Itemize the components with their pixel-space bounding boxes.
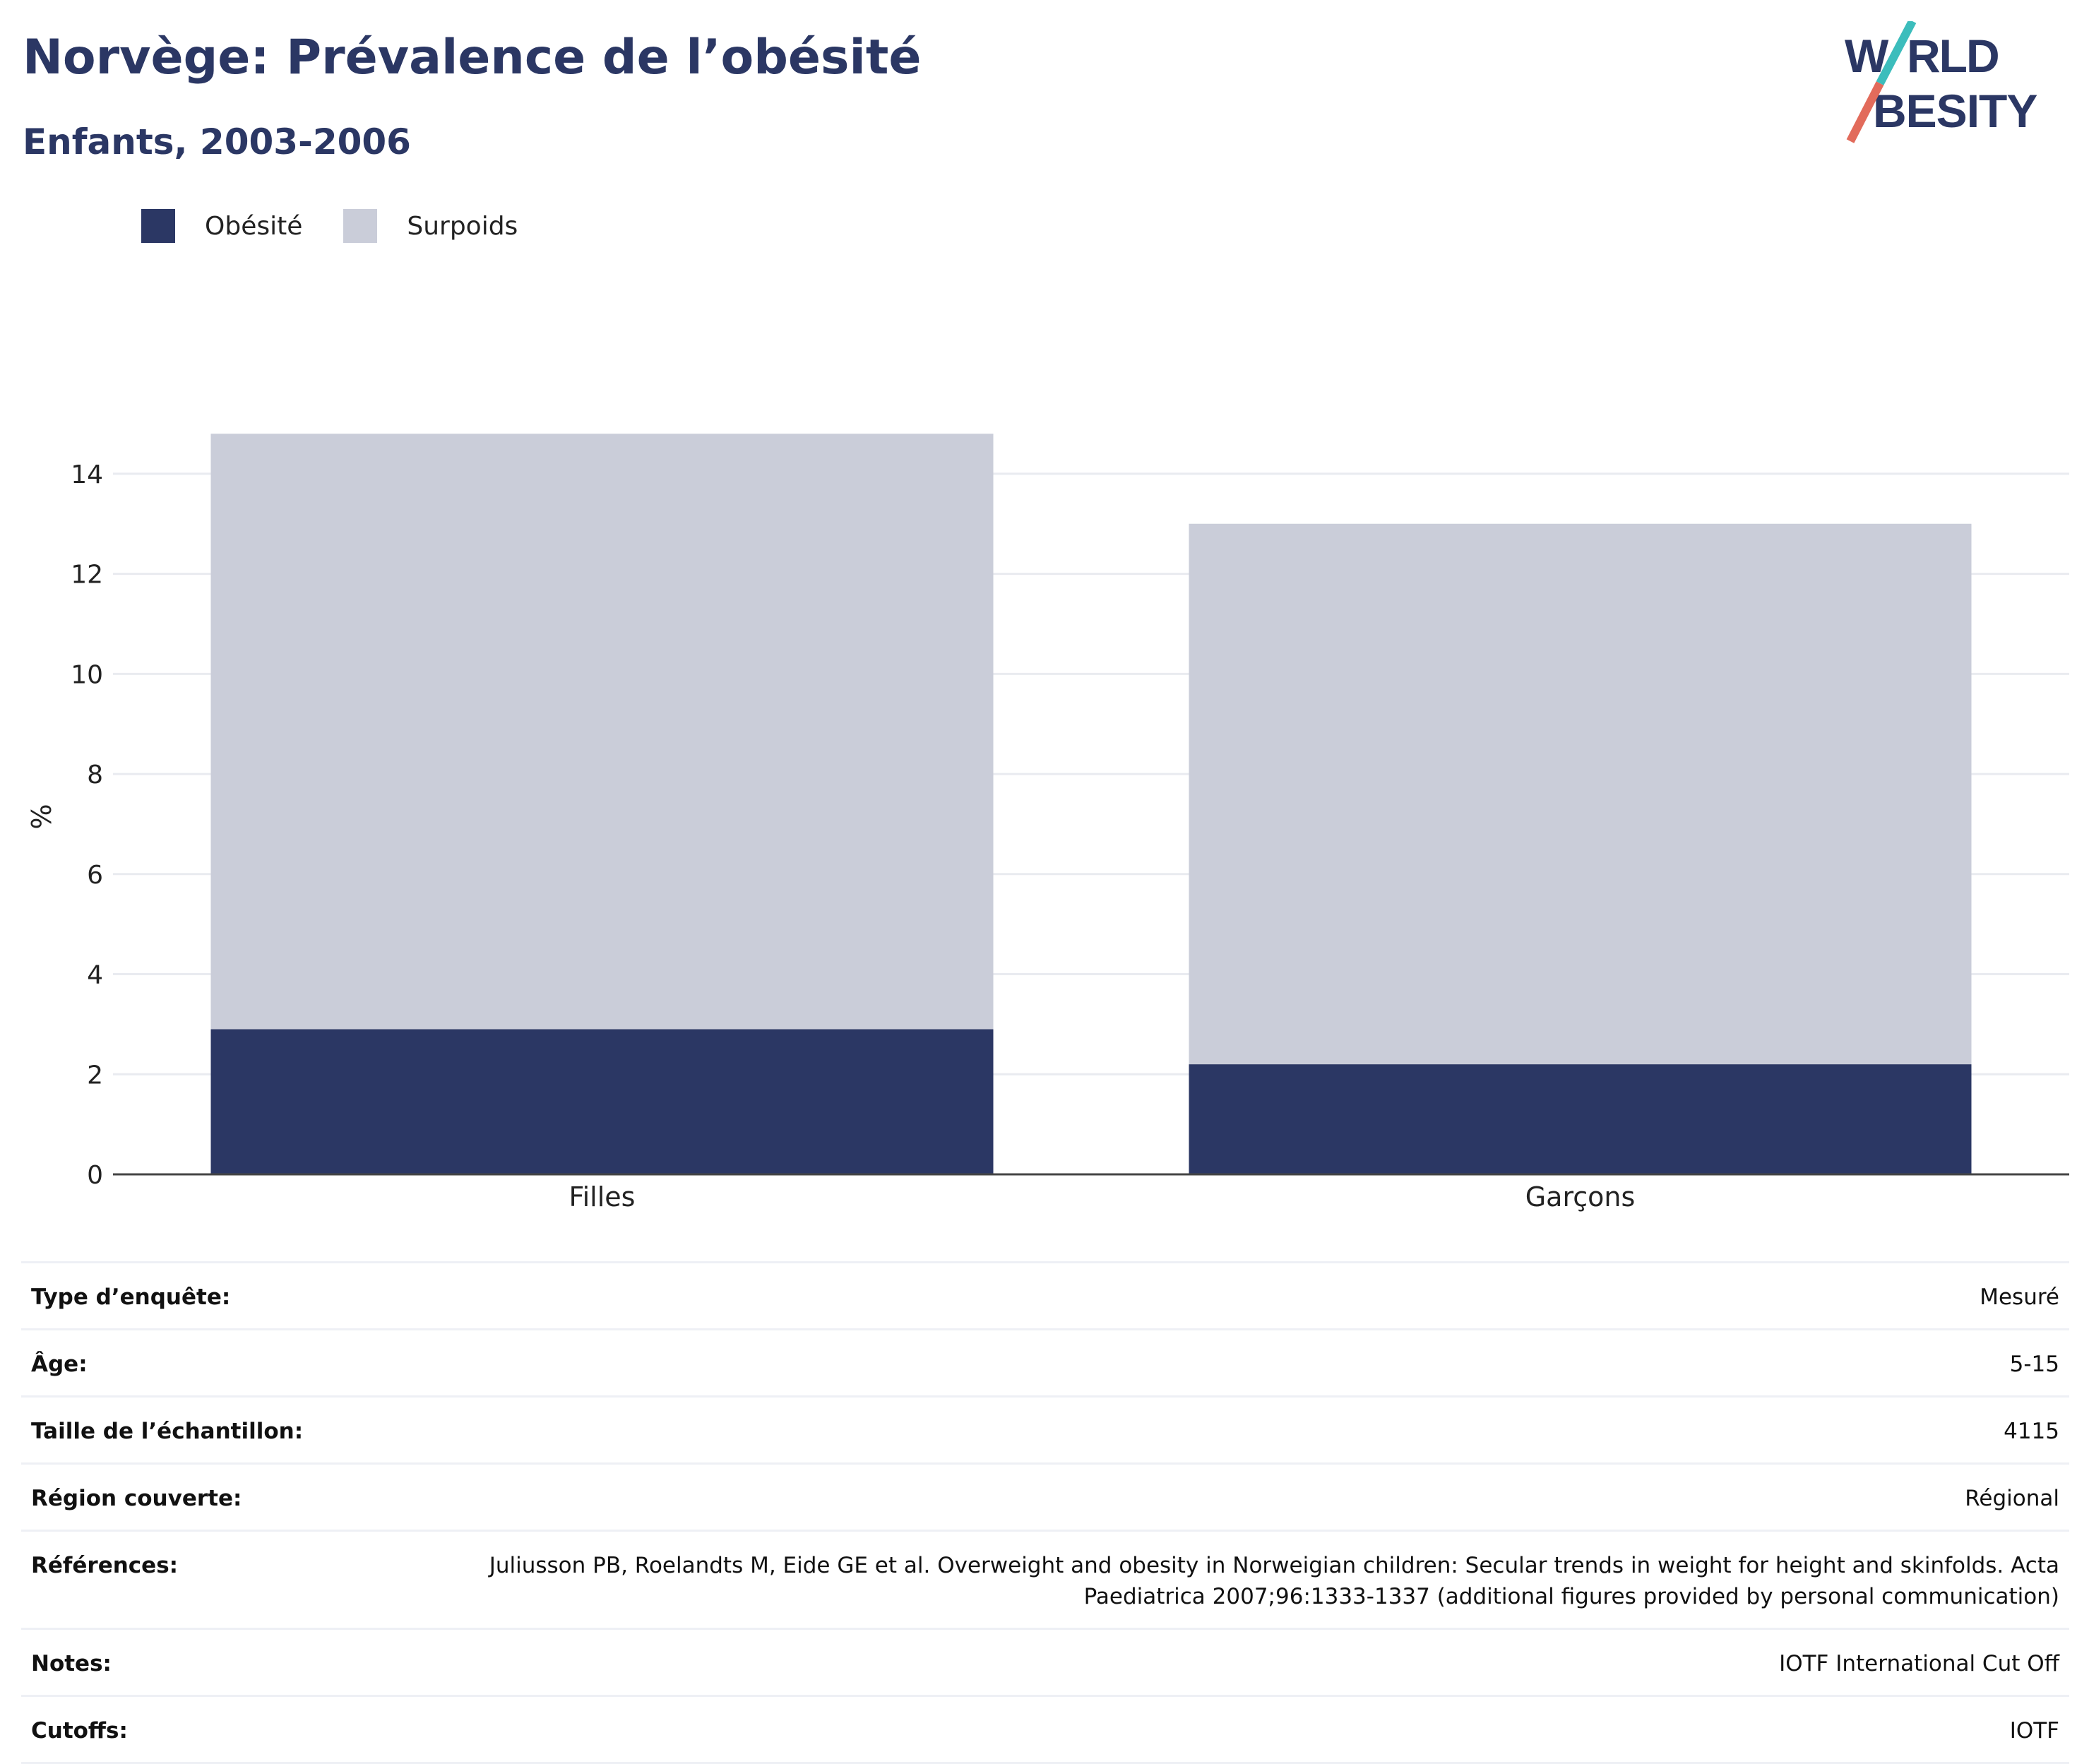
bar-overweight-0	[210, 434, 994, 1030]
info-row: Notes: IOTF International Cut Off	[21, 1630, 2069, 1697]
info-key: Âge:	[31, 1352, 88, 1377]
x-tick-label: Garçons	[1525, 1181, 1636, 1212]
bar-obesity-1	[1189, 1064, 1972, 1174]
page-subtitle: Enfants, 2003-2006	[23, 121, 411, 162]
survey-info-table: Type d’enquête: Mesuré Âge: 5-15 Taille de l…	[21, 1261, 2069, 1764]
y-tick-label: 0	[87, 1161, 103, 1190]
page-title: Norvège: Prévalence de l’obésité	[23, 30, 922, 85]
legend-swatch-obesity	[141, 209, 175, 243]
info-value: IOTF International Cut Off	[1779, 1651, 2059, 1676]
y-tick-label: 8	[87, 761, 103, 789]
stacked-bar-chart: 0 2 4 6 8 10 12 14% Filles Garçons	[26, 434, 2069, 1212]
legend-item-obesity[interactable]: Obésité	[141, 209, 302, 243]
x-tick-label: Filles	[569, 1181, 636, 1212]
info-value: Mesuré	[1980, 1285, 2059, 1310]
info-value: IOTF	[2009, 1718, 2059, 1744]
y-tick-label: 4	[87, 961, 103, 990]
y-axis-label: %	[26, 804, 57, 829]
y-tick-label: 2	[87, 1061, 103, 1090]
info-value: Juliusson PB, Roelandts M, Eide GE et al…	[489, 1553, 2059, 1609]
info-key: Type d’enquête:	[31, 1285, 231, 1310]
world-obesity-logo: W RLD BESITY	[1845, 21, 2037, 143]
legend-label-overweight: Surpoids	[407, 211, 518, 241]
y-tick-label: 12	[71, 561, 103, 590]
info-value: Régional	[1965, 1486, 2059, 1511]
y-tick-label: 10	[71, 660, 103, 689]
info-key: Région couverte:	[31, 1486, 242, 1511]
legend-swatch-overweight	[343, 209, 378, 243]
info-value: 5-15	[2009, 1352, 2059, 1377]
chart-legend: Obésité Surpoids	[141, 209, 559, 243]
y-tick-label: 6	[87, 861, 103, 890]
y-tick-label: 14	[71, 460, 103, 489]
info-key: Notes:	[31, 1651, 112, 1676]
bar-obesity-0	[210, 1029, 994, 1174]
info-row: Région couverte: Régional	[21, 1465, 2069, 1532]
info-key: Références:	[31, 1553, 179, 1578]
legend-item-overweight[interactable]: Surpoids	[343, 209, 518, 243]
info-row: Cutoffs: IOTF	[21, 1697, 2069, 1764]
svg-text:RLD: RLD	[1907, 30, 1999, 82]
info-row: Taille de l’échantillon: 4115	[21, 1398, 2069, 1465]
bar-overweight-1	[1189, 523, 1972, 1065]
svg-text:BESITY: BESITY	[1873, 85, 2037, 137]
info-key: Taille de l’échantillon:	[31, 1419, 304, 1444]
info-row: Âge: 5-15	[21, 1330, 2069, 1398]
info-row: Type d’enquête: Mesuré	[21, 1263, 2069, 1330]
info-key: Cutoffs:	[31, 1718, 128, 1744]
info-value: 4115	[2004, 1419, 2059, 1444]
info-row: Références: Juliusson PB, Roelandts M, Ei…	[21, 1532, 2069, 1630]
legend-label-obesity: Obésité	[205, 211, 303, 241]
